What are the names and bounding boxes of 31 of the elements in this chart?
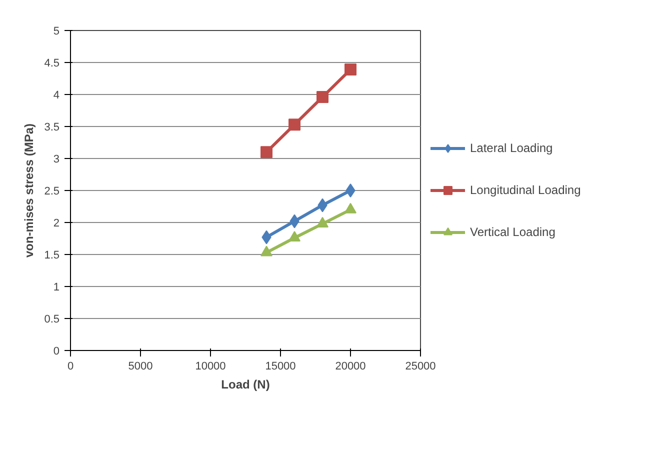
y-tick-label: 2.5: [44, 186, 60, 198]
y-tick-label: 1.5: [44, 250, 60, 262]
point: [346, 184, 356, 198]
y-tick-label: 3: [53, 154, 60, 166]
y-tick-label: 5: [53, 26, 60, 38]
y-axis-title: von-mises stress (MPa): [22, 123, 36, 258]
y-tick-label: 4.5: [44, 58, 60, 70]
y-tick-label: 1: [53, 282, 60, 294]
y-tick-label: 0: [53, 346, 60, 358]
point: [288, 118, 300, 131]
x-tick-label: 15000: [265, 360, 296, 372]
legend-label: Longitudinal Loading: [470, 183, 581, 197]
point: [316, 91, 328, 104]
point: [344, 202, 356, 214]
point: [288, 231, 300, 242]
y-tick-label: 2: [53, 218, 60, 230]
x-tick-label: 0: [67, 360, 74, 372]
x-tick-label: 20000: [335, 360, 366, 372]
y-tick-label: 4: [53, 90, 60, 102]
x-tick-label: 25000: [405, 360, 436, 372]
legend-label: Vertical Loading: [470, 225, 556, 239]
point: [260, 146, 272, 158]
point: [316, 216, 328, 228]
x-tick-label: 5000: [128, 360, 153, 372]
point: [260, 246, 272, 256]
x-tick-label: 10000: [195, 360, 226, 372]
legend-label: Lateral Loading: [470, 141, 553, 155]
y-tick-label: 0.5: [44, 314, 60, 326]
point: [344, 64, 356, 76]
y-tick-label: 3.5: [44, 122, 60, 134]
x-axis-title: Load (N): [221, 378, 270, 392]
